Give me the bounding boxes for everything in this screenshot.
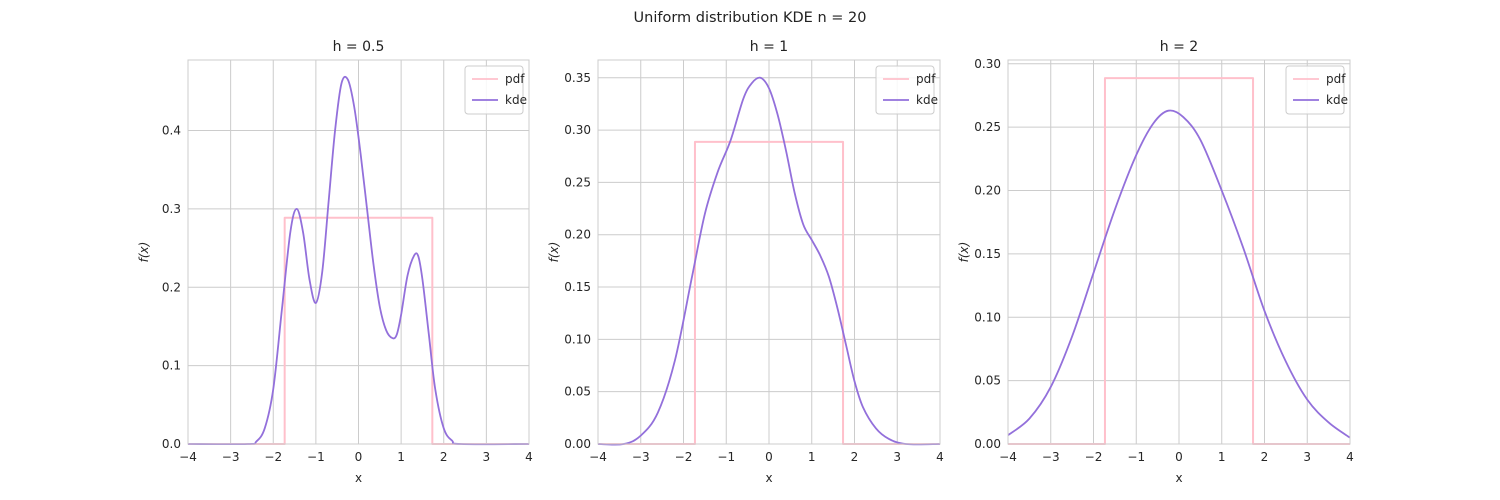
x-tick-label: 4 [525,450,533,464]
x-tick-label: −2 [264,450,282,464]
x-tick-label: −4 [589,450,607,464]
subplot-1: −4 −3 −2 −1 0 1 2 3 4 0.0 0.1 0.2 0.3 0.4 h = 0.5 x f(x)… [137,39,533,485]
y-tick-label: 0.4 [162,124,181,138]
subplots: −4 −3 −2 −1 0 1 2 3 4 0.0 0.1 0.2 0.3 0.4 h = 0.5 x f(x)… [137,39,1354,485]
x-tick-label: −2 [1085,450,1103,464]
figure-title: Uniform distribution KDE n = 20 [634,10,867,26]
y-tick-label: 0.05 [564,385,591,399]
y-tick-label: 0.05 [974,374,1001,388]
y-tick-label: 0.25 [564,175,591,189]
subplot-title: h = 2 [1160,39,1198,55]
x-axis-label: x [765,471,772,485]
y-tick-label: 0.1 [162,359,181,373]
legend-label-kde: kde [916,93,938,107]
x-tick-label: 3 [483,450,491,464]
x-tick-label: −2 [675,450,693,464]
legend-label-kde: kde [505,93,527,107]
x-tick-label: −4 [999,450,1017,464]
legend: pdf kde [875,65,938,115]
legend-label-pdf: pdf [916,72,936,86]
y-tick-label: 0.20 [974,184,1001,198]
y-tick-label: 0.35 [564,71,591,85]
legend-label-pdf: pdf [505,72,525,86]
x-tick-label: 4 [936,450,944,464]
y-tick-label: 0.25 [974,120,1001,134]
x-tick-label: −4 [179,450,197,464]
plot-frame [1007,59,1351,445]
x-axis-label: x [1175,471,1182,485]
y-tick-label: 0.30 [974,57,1001,71]
x-tick-label: 3 [893,450,901,464]
y-tick-label: 0.10 [564,332,591,346]
subplot-3: −4 −3 −2 −1 0 1 2 3 4 0.00 0.05 0.10 0.15 0.20 0.25 0.3… [957,39,1354,485]
x-tick-label: 1 [808,450,816,464]
y-tick-label: 0.3 [162,202,181,216]
subplot-title: h = 1 [750,39,788,55]
series-kde-line [597,76,941,446]
legend: pdf kde [464,65,527,115]
plot-frame [187,59,530,445]
legend-box [464,65,524,115]
y-tick-label: 0.00 [564,437,591,451]
x-tick-label: −3 [1042,450,1060,464]
legend-label-kde: kde [1326,93,1348,107]
x-axis-label: x [355,471,362,485]
y-tick-label: 0.10 [974,310,1001,324]
x-tick-label: 0 [765,450,773,464]
x-tick-label: −3 [222,450,240,464]
y-tick-label: 0.2 [162,280,181,294]
y-tick-label: 0.15 [974,247,1001,261]
legend: pdf kde [1285,65,1348,115]
x-tick-label: 1 [1218,450,1226,464]
y-tick-label: 0.15 [564,280,591,294]
series-kde-line [187,75,530,446]
x-tick-label: 2 [440,450,448,464]
x-tick-label: 4 [1346,450,1354,464]
x-tick-label: 2 [851,450,859,464]
x-tick-label: 0 [355,450,363,464]
x-tick-label: 3 [1303,450,1311,464]
legend-box [875,65,935,115]
y-tick-label: 0.0 [162,437,181,451]
legend-label-pdf: pdf [1326,72,1346,86]
y-axis-label: f(x) [957,242,971,263]
plot-frame [597,59,941,445]
legend-box [1285,65,1345,115]
y-tick-label: 0.00 [974,437,1001,451]
series-kde-line [1007,109,1351,439]
y-tick-label: 0.30 [564,123,591,137]
x-tick-label: −1 [307,450,325,464]
x-tick-label: 0 [1175,450,1183,464]
x-tick-label: 1 [397,450,405,464]
x-tick-label: −1 [1127,450,1145,464]
y-axis-label: f(x) [137,242,151,263]
subplot-title: h = 0.5 [333,39,385,55]
x-tick-label: −3 [632,450,650,464]
y-tick-label: 0.20 [564,228,591,242]
subplot-2: −4 −3 −2 −1 0 1 2 3 4 0.00 0.05 0.10 0.15 0.20 0.25 0.3… [547,39,944,485]
y-axis-label: f(x) [547,242,561,263]
x-tick-label: −1 [717,450,735,464]
x-tick-label: 2 [1261,450,1269,464]
